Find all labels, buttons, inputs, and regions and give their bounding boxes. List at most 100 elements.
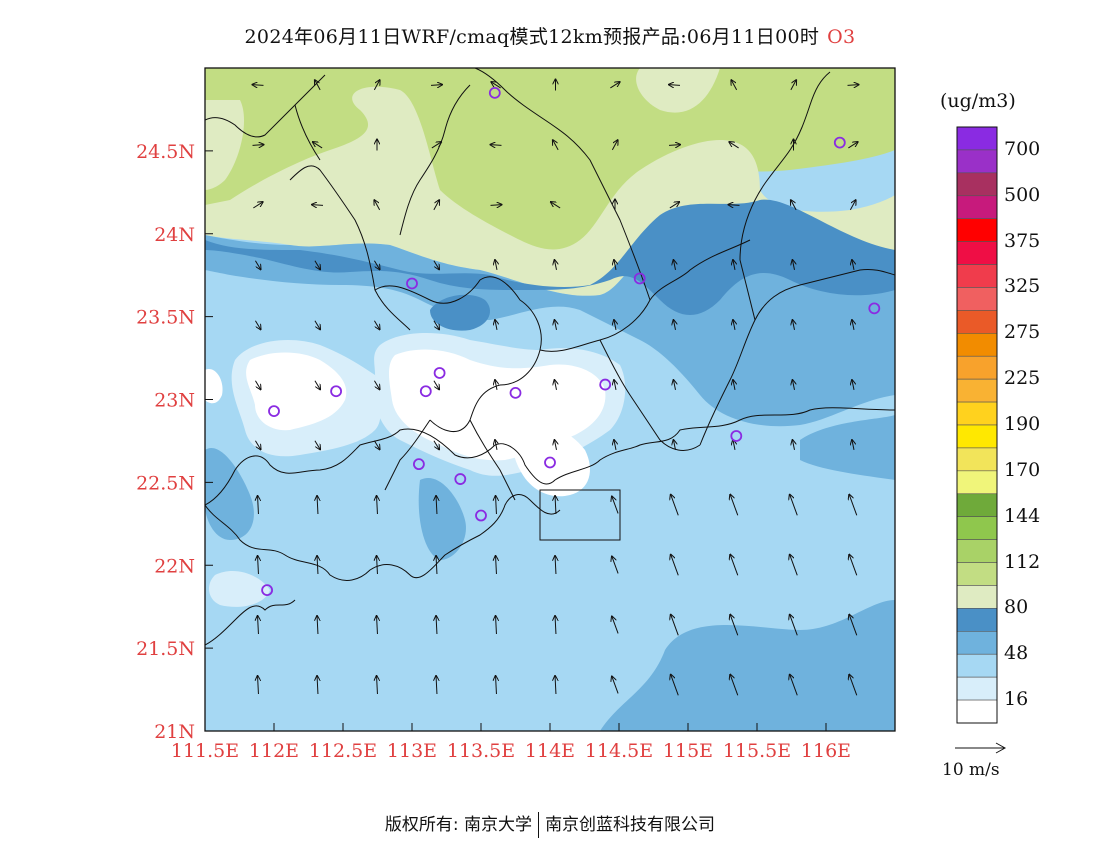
station-marker bbox=[633, 272, 646, 285]
lon-tick-label: 112E bbox=[249, 740, 299, 762]
wind-arrow bbox=[847, 85, 859, 86]
copyright: 版权所有: 南京大学 南京创蓝科技有限公司 bbox=[0, 810, 1100, 838]
wind-arrow bbox=[555, 440, 557, 450]
wind-arrow bbox=[374, 200, 381, 211]
wind-reference-vector bbox=[955, 742, 1007, 754]
legend-label: 144 bbox=[1004, 504, 1041, 527]
wind-arrow bbox=[496, 556, 497, 575]
wind-arrow bbox=[253, 202, 262, 209]
station-marker bbox=[599, 378, 612, 391]
wind-arrow bbox=[793, 440, 795, 450]
legend-label: 275 bbox=[1004, 321, 1041, 344]
lat-tick-label: 23.5N bbox=[136, 307, 195, 329]
station-marker bbox=[833, 136, 846, 149]
wind-arrow bbox=[258, 616, 259, 635]
wind-arrow bbox=[315, 80, 321, 91]
wind-arrow bbox=[730, 495, 739, 516]
wind-arrow bbox=[495, 320, 497, 330]
legend-swatch bbox=[956, 218, 998, 242]
wind-arrow bbox=[433, 440, 439, 450]
legend-swatch bbox=[956, 562, 998, 586]
wind-arrow bbox=[495, 380, 497, 390]
legend-label: 375 bbox=[1004, 229, 1041, 252]
lon-tick-label: 114E bbox=[525, 740, 575, 762]
legend-swatch bbox=[956, 126, 998, 151]
legend-swatch bbox=[956, 447, 998, 472]
wind-arrow bbox=[314, 320, 320, 330]
wind-arrow bbox=[433, 380, 439, 390]
wind-arrow bbox=[852, 320, 854, 330]
legend-swatch bbox=[956, 149, 998, 174]
wind-arrow bbox=[790, 495, 798, 516]
wind-arrow bbox=[852, 260, 854, 270]
boundaries bbox=[205, 68, 895, 646]
wind-arrow bbox=[433, 320, 439, 330]
wind-arrow bbox=[612, 497, 619, 514]
legend-label: 170 bbox=[1004, 458, 1041, 481]
legend-label: 112 bbox=[1004, 550, 1041, 573]
wind-arrow bbox=[258, 496, 259, 515]
station-marker bbox=[475, 509, 487, 522]
wind-arrow bbox=[614, 260, 616, 270]
wind-arrow bbox=[317, 676, 318, 695]
wind-arrow bbox=[496, 496, 497, 515]
copyright-left: 版权所有: 南京大学 bbox=[384, 815, 533, 835]
wind-arrow bbox=[671, 615, 679, 636]
wind-arrow bbox=[430, 85, 442, 86]
wind-arrow bbox=[849, 200, 855, 211]
station-marker bbox=[268, 405, 280, 418]
wind-arrow bbox=[733, 380, 735, 390]
wind-arrow bbox=[614, 320, 616, 330]
wind-arrow bbox=[377, 676, 378, 695]
wind-arrow bbox=[555, 496, 556, 515]
copyright-right: 南京创蓝科技有限公司 bbox=[545, 815, 716, 835]
wind-arrow bbox=[849, 675, 858, 696]
wind-arrow bbox=[793, 380, 795, 390]
legend-swatch bbox=[956, 676, 998, 701]
station-marker bbox=[544, 456, 556, 469]
legend-label: 48 bbox=[1004, 642, 1029, 665]
wind-arrow bbox=[317, 496, 318, 515]
wind-arrow bbox=[555, 260, 557, 270]
wind-arrow bbox=[733, 260, 735, 270]
wind-arrow bbox=[671, 555, 679, 576]
wind-arrow bbox=[373, 380, 379, 390]
wind-arrow bbox=[555, 676, 556, 695]
legend-unit: (ug/m3) bbox=[940, 90, 1016, 112]
legend-swatch bbox=[956, 378, 998, 403]
legend-swatch bbox=[956, 608, 998, 632]
legend-swatch bbox=[956, 516, 998, 540]
wind-arrow bbox=[730, 615, 739, 636]
wind-arrow bbox=[495, 440, 497, 450]
lat-tick-label: 21N bbox=[154, 721, 195, 743]
wind-arrow bbox=[669, 202, 679, 209]
wind-arrow bbox=[373, 260, 379, 270]
legend-swatch bbox=[956, 264, 998, 288]
wind-arrow bbox=[496, 616, 497, 635]
wind-arrow bbox=[490, 205, 502, 206]
lon-tick-label: 113E bbox=[387, 740, 437, 762]
lat-tick-label: 21.5N bbox=[136, 638, 195, 660]
legend-swatch bbox=[956, 310, 998, 334]
wind-arrow bbox=[669, 85, 681, 86]
title-main: 2024年06月11日WRF/cmaq模式12km预报产品:06月11日00时 bbox=[244, 26, 820, 48]
legend-colorbar bbox=[956, 126, 998, 724]
wind-arrow bbox=[377, 496, 378, 515]
wind-arrow bbox=[551, 202, 561, 209]
wind-arrow bbox=[733, 320, 735, 330]
wind-arrow bbox=[431, 142, 441, 149]
wind-arrow bbox=[611, 140, 617, 151]
wind-arrow bbox=[849, 495, 858, 516]
wind-arrow bbox=[790, 555, 798, 576]
station-marker bbox=[330, 385, 343, 398]
legend-label: 190 bbox=[1004, 413, 1041, 435]
wind-arrow bbox=[791, 200, 797, 211]
legend-swatch bbox=[956, 241, 998, 265]
legend-swatch bbox=[956, 172, 998, 197]
wind-arrow bbox=[254, 320, 260, 330]
wind-arrow bbox=[254, 440, 260, 450]
lon-tick-label: 116E bbox=[801, 740, 851, 762]
legend-swatch bbox=[956, 401, 998, 426]
wind-arrow bbox=[793, 320, 795, 330]
